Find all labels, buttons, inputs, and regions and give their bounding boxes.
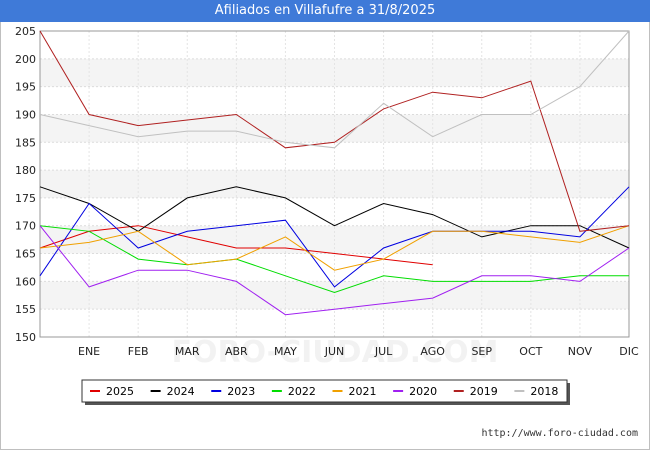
y-tick-label: 170	[15, 220, 36, 233]
y-tick-label: 175	[15, 192, 36, 205]
y-tick-label: 200	[15, 53, 36, 66]
series-line-2025	[39, 225, 433, 266]
chart-title: Afiliados en Villafufre a 31/8/2025	[0, 0, 650, 22]
series-lines	[39, 30, 630, 316]
x-tick-label: NOV	[568, 345, 593, 358]
legend-label: 2019	[470, 385, 498, 398]
x-tick-label: JUN	[324, 345, 345, 358]
legend-label: 2025	[106, 385, 134, 398]
series-line-2023	[39, 186, 630, 288]
legend-label: 2023	[227, 385, 255, 398]
y-tick-label: 205	[15, 25, 36, 38]
x-tick-label: MAY	[274, 345, 297, 358]
legend-label: 2022	[288, 385, 316, 398]
x-tick-label: ENE	[78, 345, 100, 358]
x-tick-label: OCT	[519, 345, 542, 358]
y-tick-label: 150	[15, 331, 36, 344]
x-axis: ENE FEB MAR ABR MAY JUN JUL AGO SEP OCT NOV DIC	[78, 345, 639, 358]
y-tick-label: 185	[15, 136, 36, 149]
x-tick-label: AGO	[420, 345, 445, 358]
legend-label: 2021	[349, 385, 377, 398]
series-line-2018	[39, 30, 630, 149]
y-tick-label: 195	[15, 81, 36, 94]
legend-label: 2024	[167, 385, 195, 398]
series-line-2022	[39, 225, 629, 294]
x-tick-label: SEP	[471, 345, 492, 358]
legend-label: 2020	[409, 385, 437, 398]
y-tick-label: 190	[15, 108, 36, 121]
x-tick-label: DIC	[619, 345, 639, 358]
watermark: FORO-CIUDAD.COM	[172, 335, 499, 370]
x-tick-label: FEB	[128, 345, 149, 358]
x-tick-label: MAR	[175, 345, 200, 358]
series-line-2020	[39, 225, 630, 316]
x-tick-label: JUL	[374, 345, 393, 358]
y-axis: 150 155 160 165 170 175 180 185 190 195 200 205	[15, 25, 36, 344]
legend-label: 2018	[530, 385, 558, 398]
grid	[39, 30, 630, 338]
y-tick-label: 160	[15, 275, 36, 288]
legend-box	[81, 379, 568, 403]
y-tick-label: 165	[15, 248, 36, 261]
series-line-2021	[39, 225, 630, 271]
footer-url[interactable]: http://www.foro-ciudad.com	[481, 428, 638, 439]
series-line-2019	[39, 30, 630, 232]
plot-border	[39, 30, 630, 338]
legend: 2025 2024 2023 2022 2021 2020 2019 2018	[81, 379, 570, 405]
x-tick-label: ABR	[225, 345, 248, 358]
y-tick-label: 155	[15, 303, 36, 316]
y-tick-label: 180	[15, 164, 36, 177]
